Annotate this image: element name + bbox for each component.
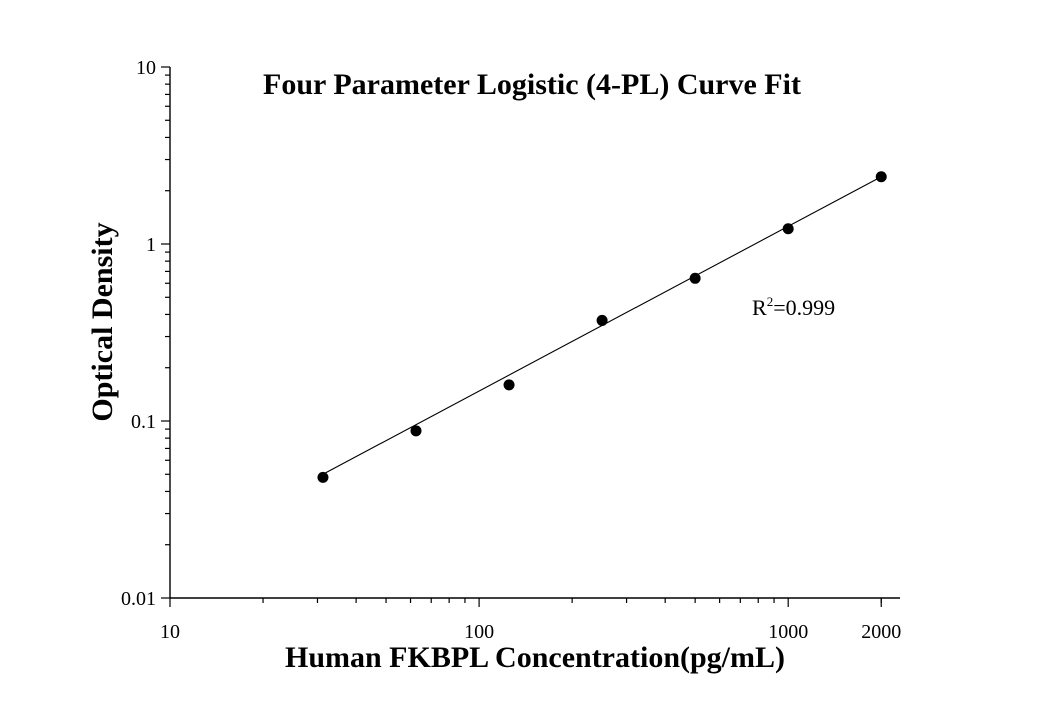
r-squared-superscript: 2: [767, 294, 774, 309]
data-point: [782, 223, 794, 235]
data-point: [317, 471, 329, 483]
data-point: [503, 379, 515, 391]
x-tick-label: 10: [160, 621, 180, 643]
y-tick-label: 0.01: [121, 588, 156, 610]
chart-title: Four Parameter Logistic (4-PL) Curve Fit: [263, 68, 801, 101]
data-point: [875, 171, 887, 183]
x-axis-tick-labels: 10 100 1000 2000: [160, 621, 901, 643]
y-axis-label: Optical Density: [86, 222, 119, 421]
r-squared-value: =0.999: [773, 295, 835, 320]
r-squared-annotation: R2=0.999: [752, 294, 835, 320]
y-tick-label: 10: [136, 57, 156, 79]
x-axis-ticks: [169, 598, 882, 607]
data-point: [410, 425, 422, 437]
x-tick-label: 2000: [861, 621, 901, 643]
y-tick-label: 1: [146, 234, 156, 256]
y-axis-tick-labels: 0.01 0.1 1 10: [121, 57, 156, 610]
y-axis-ticks: [161, 66, 170, 599]
data-point: [596, 314, 608, 326]
x-tick-label: 1000: [768, 621, 808, 643]
x-tick-label: 100: [464, 621, 494, 643]
x-axis-label: Human FKBPL Concentration(pg/mL): [285, 641, 785, 674]
data-points: [317, 171, 887, 483]
data-point: [689, 272, 701, 284]
y-tick-label: 0.1: [131, 411, 156, 433]
r-squared-prefix: R: [752, 295, 767, 320]
